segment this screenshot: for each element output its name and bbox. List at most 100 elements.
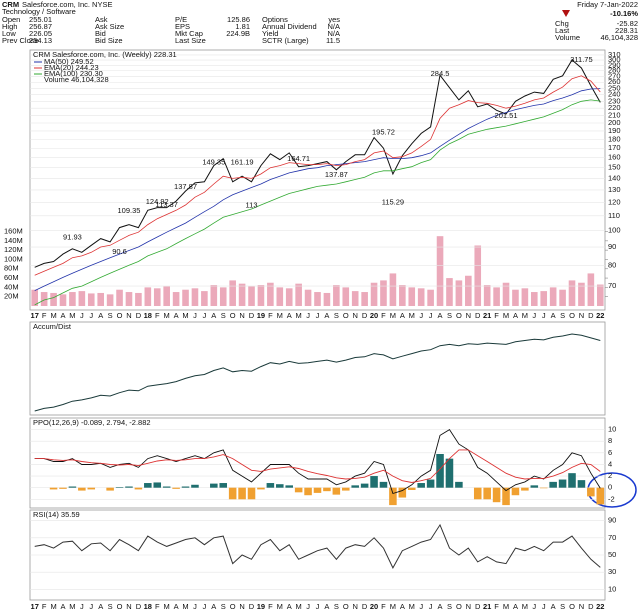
volume-bar bbox=[540, 291, 548, 306]
x-tick-label: N bbox=[352, 602, 357, 611]
x-tick-label: A bbox=[98, 311, 103, 320]
histogram-bar bbox=[492, 487, 501, 503]
x-tick-label: J bbox=[429, 311, 433, 320]
x-tick-label: J bbox=[80, 311, 84, 320]
x-tick-label: J bbox=[306, 311, 310, 320]
panel-title: Accum/Dist bbox=[33, 322, 72, 331]
histogram-bar bbox=[549, 481, 557, 488]
price-label: 137.87 bbox=[174, 182, 197, 191]
price-label: 113 bbox=[246, 201, 258, 210]
x-tick-label: A bbox=[513, 311, 518, 320]
volume-bar bbox=[436, 236, 444, 306]
histogram-bar bbox=[351, 485, 359, 488]
volume-bar bbox=[267, 282, 274, 306]
x-tick-label: M bbox=[296, 311, 302, 320]
histogram-bar bbox=[219, 483, 228, 488]
x-tick-label: A bbox=[98, 602, 103, 611]
histogram-bar bbox=[407, 487, 416, 490]
field-value: 256.87 bbox=[29, 22, 52, 31]
x-tick-label: S bbox=[447, 311, 452, 320]
x-tick-label: S bbox=[108, 311, 113, 320]
volume-bar bbox=[78, 291, 86, 306]
field-label: P/E bbox=[175, 15, 187, 24]
volume-bar bbox=[531, 292, 538, 306]
field-label: Low bbox=[2, 29, 16, 38]
x-tick-label: O bbox=[117, 311, 123, 320]
field-value: 228.31 bbox=[615, 26, 638, 35]
volume-bar bbox=[361, 292, 368, 306]
y-tick-label: 8 bbox=[608, 436, 612, 445]
y-tick-label: 270 bbox=[608, 71, 621, 80]
x-tick-label: J bbox=[532, 311, 536, 320]
company: Salesforce.com, Inc. NYSE bbox=[22, 0, 112, 9]
y-tick-label: 20M bbox=[4, 292, 19, 301]
x-tick-label: N bbox=[466, 311, 471, 320]
x-tick-label: A bbox=[438, 311, 443, 320]
x-tick-label: D bbox=[136, 602, 142, 611]
histogram-bar bbox=[172, 487, 180, 489]
price-label: 124.92 bbox=[146, 197, 169, 206]
volume-bar bbox=[219, 287, 227, 306]
x-tick-label: S bbox=[560, 311, 565, 320]
x-tick-label: A bbox=[400, 602, 405, 611]
ppo-line bbox=[34, 449, 601, 483]
y-tick-label: 40M bbox=[4, 282, 19, 291]
y-tick-label: 220 bbox=[608, 103, 621, 112]
y-tick-label: 210 bbox=[608, 110, 621, 119]
field-value: N/A bbox=[327, 29, 340, 38]
x-tick-label: 20 bbox=[370, 311, 378, 320]
volume-bar bbox=[559, 289, 566, 306]
price-label: 149.35 bbox=[202, 157, 225, 166]
x-tick-label: O bbox=[117, 602, 123, 611]
field-value: 226.05 bbox=[29, 29, 52, 38]
y-tick-label: 150 bbox=[608, 163, 621, 172]
x-tick-label: A bbox=[211, 311, 216, 320]
y-tick-label: 120M bbox=[4, 245, 23, 254]
price-label: 137.87 bbox=[325, 170, 348, 179]
y-tick-label: 10 bbox=[608, 425, 616, 434]
x-tick-label: A bbox=[513, 602, 518, 611]
histogram-bar bbox=[426, 479, 435, 488]
histogram-bar bbox=[87, 487, 96, 490]
volume-bar bbox=[417, 288, 425, 306]
price-label: 115.29 bbox=[382, 198, 404, 207]
x-tick-label: M bbox=[390, 602, 396, 611]
y-tick-label: 300 bbox=[608, 55, 621, 64]
indicator-line bbox=[34, 333, 601, 412]
y-tick-label: 30 bbox=[608, 567, 616, 576]
x-tick-label: M bbox=[503, 311, 509, 320]
x-tick-label: M bbox=[69, 311, 75, 320]
volume-bar bbox=[493, 287, 500, 306]
x-tick-label: A bbox=[60, 311, 65, 320]
x-tick-label: J bbox=[419, 602, 423, 611]
volume-bar bbox=[153, 288, 161, 306]
x-tick-label: M bbox=[182, 311, 188, 320]
histogram-bar bbox=[191, 484, 199, 488]
volume-bar bbox=[596, 284, 604, 306]
volume-bar bbox=[182, 289, 189, 306]
legend-label: Volume 46,104,328 bbox=[44, 75, 109, 84]
field-label: High bbox=[2, 22, 17, 31]
ppo-panel bbox=[29, 417, 606, 509]
series-line bbox=[34, 59, 601, 268]
histogram-bar bbox=[266, 483, 275, 488]
x-tick-label: 18 bbox=[144, 602, 152, 611]
volume-bar bbox=[238, 283, 246, 306]
volume-bar bbox=[125, 292, 133, 306]
x-tick-label: F bbox=[381, 602, 386, 611]
volume-bar bbox=[455, 280, 463, 306]
price-label: 284.5 bbox=[431, 69, 450, 78]
volume-bar bbox=[465, 275, 472, 306]
series-line bbox=[34, 99, 601, 306]
histogram-bar bbox=[360, 483, 369, 488]
histogram-bar bbox=[59, 487, 67, 489]
histogram-bar bbox=[342, 487, 350, 491]
x-tick-label: D bbox=[362, 311, 368, 320]
x-tick-label: J bbox=[80, 602, 84, 611]
histogram-bar bbox=[49, 487, 58, 490]
x-tick-label: 22 bbox=[596, 311, 604, 320]
x-tick-label: D bbox=[362, 602, 368, 611]
x-tick-label: M bbox=[503, 602, 509, 611]
volume-bar bbox=[144, 287, 152, 306]
x-tick-label: O bbox=[456, 602, 462, 611]
